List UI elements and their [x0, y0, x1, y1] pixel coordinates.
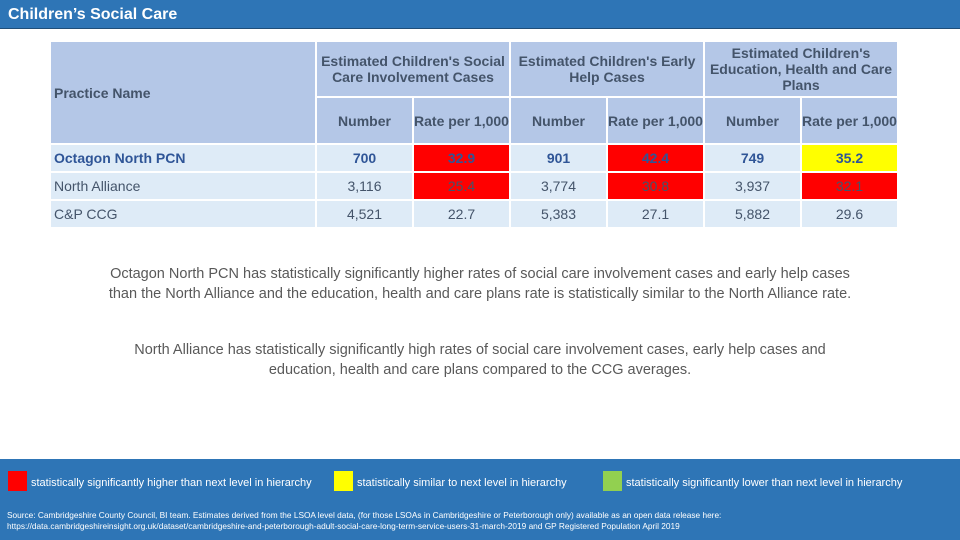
group-header-early-help: Estimated Children's Early Help Cases [511, 42, 703, 96]
subheader-rate: Rate per 1,000 [608, 98, 703, 143]
legend-label-similar: statistically similar to next level in h… [357, 477, 567, 489]
title-bar-edge [0, 28, 960, 29]
row-name: C&P CCG [51, 201, 315, 227]
care-table: Practice Name Estimated Children's Socia… [49, 40, 899, 229]
group-header-social-care: Estimated Children's Social Care Involve… [317, 42, 509, 96]
table-cell: 3,937 [705, 173, 800, 199]
title-bar: Children’s Social Care [0, 0, 960, 29]
table-cell: 42.4 [608, 145, 703, 171]
table-cell: 3,116 [317, 173, 412, 199]
subheader-number: Number [705, 98, 800, 143]
row-name: Octagon North PCN [51, 145, 315, 171]
subheader-number: Number [317, 98, 412, 143]
legend-label-higher: statistically significantly higher than … [31, 477, 312, 489]
table-subheader-row: Number Rate per 1,000 Number Rate per 1,… [51, 98, 897, 143]
table-row: C&P CCG 4,521 22.7 5,383 27.1 5,882 29.6 [51, 201, 897, 227]
table-row: Octagon North PCN 700 32.9 901 42.4 749 … [51, 145, 897, 171]
subheader-rate: Rate per 1,000 [414, 98, 509, 143]
table-cell: 5,383 [511, 201, 606, 227]
page-title: Children’s Social Care [8, 6, 178, 23]
table-cell: 32.1 [802, 173, 897, 199]
group-header-ehc-plans: Estimated Children's Education, Health a… [705, 42, 897, 96]
table-cell: 30.8 [608, 173, 703, 199]
table-header-row: Practice Name Estimated Children's Socia… [51, 42, 897, 143]
row-name: North Alliance [51, 173, 315, 199]
table-cell: 700 [317, 145, 412, 171]
table-cell: 25.4 [414, 173, 509, 199]
summary-paragraph-octagon: Octagon North PCN has statistically sign… [108, 266, 852, 302]
legend-label-lower: statistically significantly lower than n… [626, 477, 903, 489]
subheader-rate: Rate per 1,000 [802, 98, 897, 143]
table-cell: 749 [705, 145, 800, 171]
legend-footer: statistically significantly higher than … [0, 459, 960, 540]
table-cell: 901 [511, 145, 606, 171]
source-note: Source: Cambridgeshire County Council, B… [7, 510, 722, 531]
table-cell: 32.9 [414, 145, 509, 171]
legend-swatch-lower [603, 471, 622, 491]
table-cell: 35.2 [802, 145, 897, 171]
legend-swatch-higher [8, 471, 27, 491]
table-cell: 22.7 [414, 201, 509, 227]
legend-swatch-similar [334, 471, 353, 491]
subheader-number: Number [511, 98, 606, 143]
table-cell: 27.1 [608, 201, 703, 227]
practice-name-header: Practice Name [51, 42, 315, 143]
table-cell: 5,882 [705, 201, 800, 227]
table-cell: 29.6 [802, 201, 897, 227]
table-cell: 3,774 [511, 173, 606, 199]
table-cell: 4,521 [317, 201, 412, 227]
table-row: North Alliance 3,116 25.4 3,774 30.8 3,9… [51, 173, 897, 199]
summary-paragraph-north-alliance: North Alliance has statistically signifi… [134, 342, 826, 378]
